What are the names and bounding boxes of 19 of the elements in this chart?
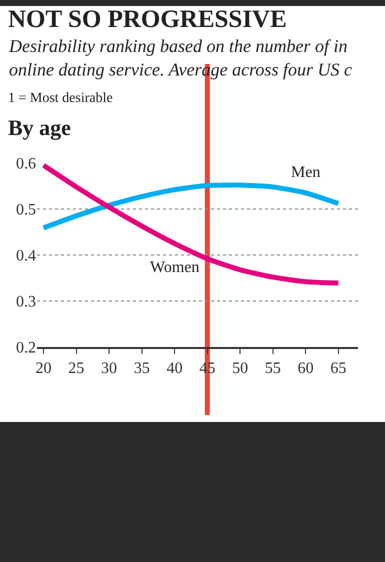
series-label: Women [150,259,200,276]
y-tick-label: 0.3 [16,294,36,311]
text: 1 = Most desirable [8,91,113,106]
x-tick-label: 35 [134,360,150,377]
series-label: Men [291,164,320,181]
x-tick-label: 55 [264,360,281,377]
x-tick-label: 25 [68,360,84,377]
chart-title: NOT SO PROGRESSIVE [8,6,287,33]
x-tick-label: 50 [232,360,248,377]
y-tick-label: 0.2 [16,340,36,357]
x-tick-label: 30 [101,360,118,377]
y-tick-label: 0.4 [16,248,36,265]
y-tick-label: 0.6 [16,156,36,173]
x-tick-label: 65 [330,360,346,377]
x-tick-label: 40 [166,360,183,377]
y-tick-label: 0.5 [16,202,36,219]
text: By age [8,115,72,140]
x-tick-label: 20 [36,360,52,377]
x-tick-label: 60 [298,360,314,377]
